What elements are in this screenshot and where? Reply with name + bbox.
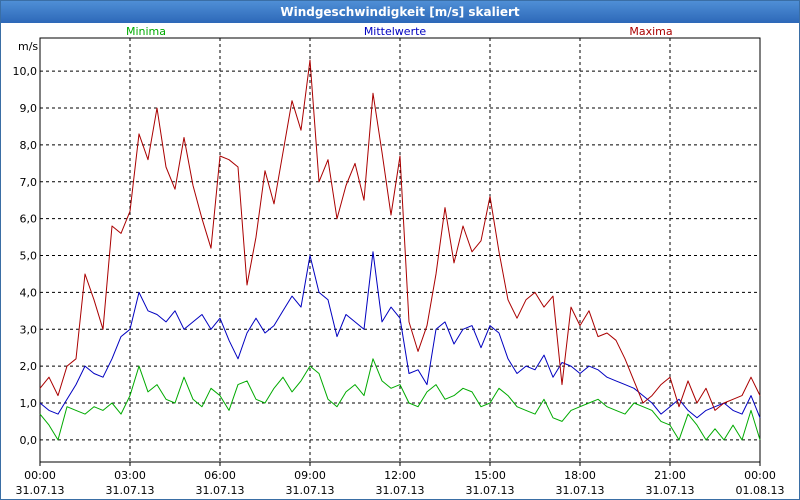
x-tick-time: 09:00 — [294, 469, 326, 482]
x-tick-date: 31.07.13 — [286, 484, 335, 497]
y-tick-label: 3,0 — [20, 323, 38, 336]
gridlines — [40, 38, 760, 462]
y-tick-label: 6,0 — [20, 213, 38, 226]
series-line-mittelwerte — [39, 251, 761, 419]
x-tick-time: 00:00 — [744, 469, 776, 482]
x-tick-date: 01.08.13 — [736, 484, 785, 497]
legend-mittelwerte: Mittelwerte — [364, 25, 427, 38]
y-tick-label: 5,0 — [20, 250, 38, 263]
y-tick-label: 2,0 — [20, 360, 38, 373]
x-tick-date: 31.07.13 — [196, 484, 245, 497]
y-tick-label: 0,0 — [20, 434, 38, 447]
x-tick-date: 31.07.13 — [16, 484, 65, 497]
y-tick-label: 8,0 — [20, 139, 38, 152]
x-tick-time: 18:00 — [564, 469, 596, 482]
x-axis-ticks: 00:00 31.07.13 03:00 31.07.13 06:00 31.07.13 0… — [16, 462, 785, 497]
x-tick-date: 31.07.13 — [466, 484, 515, 497]
y-tick-label: 4,0 — [20, 286, 38, 299]
y-tick-label: 10,0 — [13, 65, 38, 78]
x-tick-date: 31.07.13 — [106, 484, 155, 497]
x-tick-time: 21:00 — [654, 469, 686, 482]
x-tick-date: 31.07.13 — [646, 484, 695, 497]
x-tick-time: 03:00 — [114, 469, 146, 482]
y-axis-ticks: 0,0 1,0 2,0 3,0 4,0 5,0 6,0 7,0 8,0 9,0 10,0 — [13, 65, 38, 447]
x-tick-time: 00:00 — [24, 469, 56, 482]
x-tick-date: 31.07.13 — [376, 484, 425, 497]
legend-maxima: Maxima — [629, 25, 672, 38]
y-tick-label: 9,0 — [20, 102, 38, 115]
window-title: Windgeschwindigkeit [m/s] skaliert — [1, 1, 799, 23]
y-tick-label: 7,0 — [20, 176, 38, 189]
series-line-minima — [39, 358, 761, 441]
series-line-maxima — [39, 59, 761, 411]
x-tick-time: 15:00 — [474, 469, 506, 482]
x-tick-time: 12:00 — [384, 469, 416, 482]
x-tick-time: 06:00 — [204, 469, 236, 482]
x-tick-date: 31.07.13 — [556, 484, 605, 497]
data-series — [39, 59, 761, 441]
legend-minima: Minima — [126, 25, 166, 38]
y-tick-label: 1,0 — [20, 397, 38, 410]
y-axis-label: m/s — [18, 40, 38, 53]
